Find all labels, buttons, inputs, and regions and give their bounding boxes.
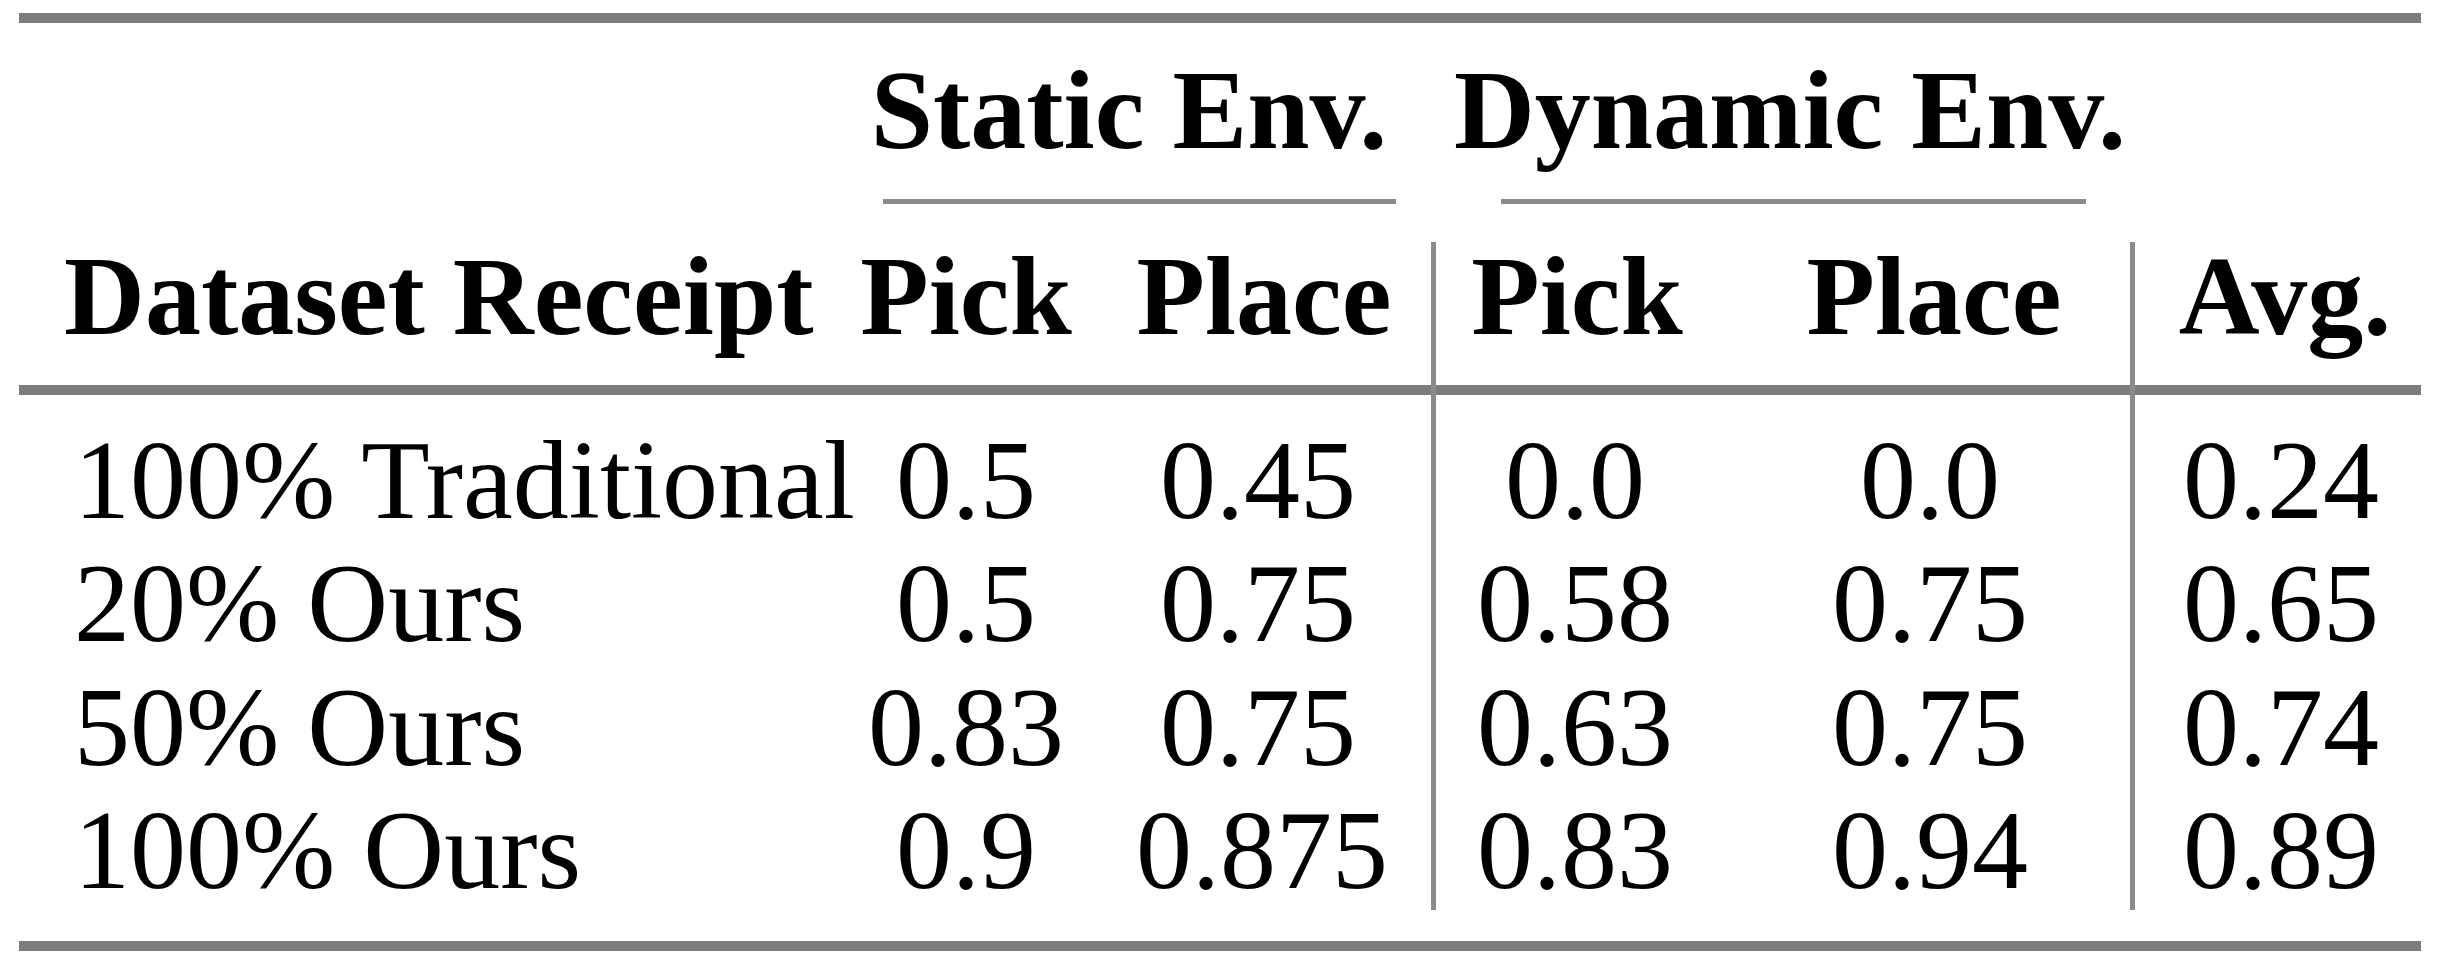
column-header-dataset-receipt: Dataset Receipt [64, 226, 814, 366]
row-label: 100% Ours [74, 780, 581, 920]
group-header-static-env: Static Env. [871, 40, 1388, 180]
group-header-dynamic-env: Dynamic Env. [1454, 40, 2126, 180]
static-env-underline-rule [883, 199, 1396, 204]
table-cell: 0.5 [896, 533, 1036, 673]
table-cell: 0.75 [1832, 533, 2028, 673]
table-bottom-rule [19, 941, 2421, 951]
table-mid-rule [19, 385, 2421, 395]
paper-results-table: Static Env. Dynamic Env. Dataset Receipt… [0, 0, 2440, 966]
dynamic-avg-separator-rule [2130, 242, 2135, 910]
column-header-dynamic-pick: Pick [1471, 226, 1683, 366]
table-cell: 0.45 [1160, 410, 1356, 550]
table-cell: 0.9 [896, 780, 1036, 920]
table-cell: 0.24 [2183, 410, 2379, 550]
table-cell: 0.75 [1160, 657, 1356, 797]
table-cell: 0.74 [2183, 657, 2379, 797]
table-cell: 0.5 [896, 410, 1036, 550]
table-cell: 0.0 [1505, 410, 1645, 550]
column-header-static-place: Place [1137, 226, 1392, 366]
table-cell: 0.89 [2183, 780, 2379, 920]
dynamic-env-underline-rule [1501, 199, 2086, 204]
table-cell: 0.94 [1832, 780, 2028, 920]
table-cell: 0.875 [1136, 780, 1388, 920]
table-top-rule [19, 13, 2421, 23]
static-dynamic-separator-rule [1431, 242, 1436, 910]
row-label: 20% Ours [74, 533, 525, 673]
table-cell: 0.58 [1477, 533, 1673, 673]
table-cell: 0.83 [868, 657, 1064, 797]
row-label: 100% Traditional [74, 410, 855, 550]
table-cell: 0.63 [1477, 657, 1673, 797]
column-header-static-pick: Pick [860, 226, 1072, 366]
column-header-avg: Avg. [2179, 226, 2392, 366]
table-cell: 0.83 [1477, 780, 1673, 920]
row-label: 50% Ours [74, 657, 525, 797]
table-cell: 0.75 [1160, 533, 1356, 673]
table-cell: 0.65 [2183, 533, 2379, 673]
table-cell: 0.75 [1832, 657, 2028, 797]
table-cell: 0.0 [1860, 410, 2000, 550]
column-header-dynamic-place: Place [1807, 226, 2062, 366]
